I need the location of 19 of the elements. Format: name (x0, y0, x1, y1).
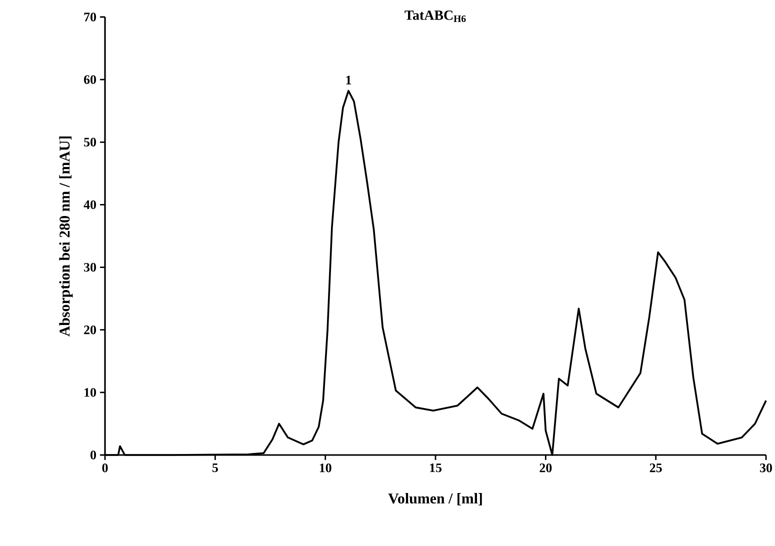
annotation: 1 (346, 76, 352, 84)
y-tick-label: 40 (84, 200, 96, 210)
y-axis-title: Absorption bei 280 nm / [mAU] (59, 136, 73, 337)
y-tick-label: 30 (84, 262, 96, 272)
x-tick-label: 15 (430, 464, 442, 472)
y-tick-label: 0 (90, 450, 96, 460)
x-tick-label: 25 (650, 464, 662, 472)
x-tick-label: 10 (320, 464, 332, 472)
x-tick-label: 5 (212, 464, 218, 472)
y-tick-label: 60 (84, 75, 96, 84)
x-axis-title: Volumen / [ml] (388, 493, 482, 506)
x-tick-label: 30 (760, 464, 772, 472)
x-tick-label: 0 (102, 464, 108, 472)
y-tick-label: 50 (84, 138, 96, 147)
y-tick-label: 10 (84, 388, 96, 397)
chart-title: TatABC$_{H6}$ (404, 10, 466, 22)
x-tick-label: 20 (540, 464, 552, 472)
y-tick-label: 20 (84, 325, 96, 334)
y-tick-label: 70 (84, 12, 96, 22)
